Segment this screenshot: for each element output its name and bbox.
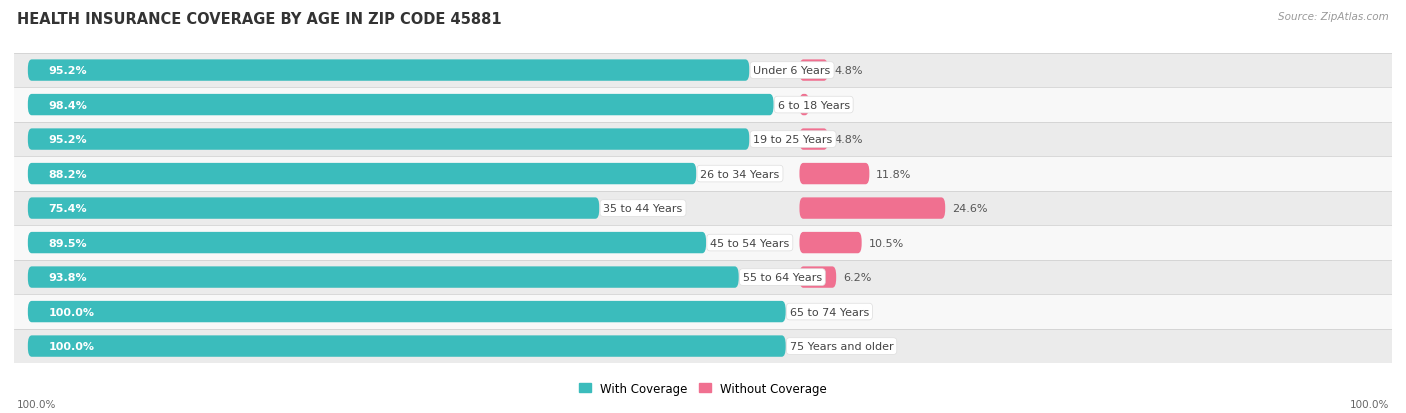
FancyBboxPatch shape xyxy=(28,301,786,323)
FancyBboxPatch shape xyxy=(800,232,862,254)
Text: 55 to 64 Years: 55 to 64 Years xyxy=(742,273,823,282)
Bar xyxy=(14,191,1392,226)
Bar xyxy=(14,260,1392,294)
Bar xyxy=(14,157,1392,191)
Text: Under 6 Years: Under 6 Years xyxy=(754,66,831,76)
Text: 6.2%: 6.2% xyxy=(844,273,872,282)
FancyBboxPatch shape xyxy=(28,129,749,150)
FancyBboxPatch shape xyxy=(800,95,808,116)
FancyBboxPatch shape xyxy=(28,335,786,357)
Text: 100.0%: 100.0% xyxy=(48,341,94,351)
Bar xyxy=(14,226,1392,260)
Text: 100.0%: 100.0% xyxy=(1350,399,1389,409)
FancyBboxPatch shape xyxy=(800,198,945,219)
Text: 26 to 34 Years: 26 to 34 Years xyxy=(700,169,780,179)
Text: 19 to 25 Years: 19 to 25 Years xyxy=(754,135,832,145)
FancyBboxPatch shape xyxy=(800,164,869,185)
Text: 89.5%: 89.5% xyxy=(48,238,87,248)
Bar xyxy=(14,294,1392,329)
FancyBboxPatch shape xyxy=(800,129,828,150)
Text: 75.4%: 75.4% xyxy=(48,204,87,214)
Bar xyxy=(14,123,1392,157)
FancyBboxPatch shape xyxy=(800,60,828,82)
Text: 95.2%: 95.2% xyxy=(48,135,87,145)
FancyBboxPatch shape xyxy=(28,164,696,185)
Bar xyxy=(14,88,1392,123)
Text: 10.5%: 10.5% xyxy=(869,238,904,248)
FancyBboxPatch shape xyxy=(28,60,749,82)
FancyBboxPatch shape xyxy=(28,198,599,219)
FancyBboxPatch shape xyxy=(800,267,837,288)
FancyBboxPatch shape xyxy=(28,95,773,116)
Text: 24.6%: 24.6% xyxy=(952,204,987,214)
Text: 98.4%: 98.4% xyxy=(48,100,87,110)
FancyBboxPatch shape xyxy=(28,267,738,288)
Text: 65 to 74 Years: 65 to 74 Years xyxy=(790,307,869,317)
Text: 6 to 18 Years: 6 to 18 Years xyxy=(778,100,849,110)
Text: 93.8%: 93.8% xyxy=(48,273,87,282)
Text: 100.0%: 100.0% xyxy=(17,399,56,409)
Text: Source: ZipAtlas.com: Source: ZipAtlas.com xyxy=(1278,12,1389,22)
Text: 75 Years and older: 75 Years and older xyxy=(790,341,893,351)
Text: 88.2%: 88.2% xyxy=(48,169,87,179)
Text: 11.8%: 11.8% xyxy=(876,169,911,179)
Bar xyxy=(14,329,1392,363)
Text: 1.6%: 1.6% xyxy=(815,100,844,110)
Text: 4.8%: 4.8% xyxy=(835,135,863,145)
Text: 4.8%: 4.8% xyxy=(835,66,863,76)
Text: 100.0%: 100.0% xyxy=(48,307,94,317)
Legend: With Coverage, Without Coverage: With Coverage, Without Coverage xyxy=(579,382,827,395)
FancyBboxPatch shape xyxy=(28,232,706,254)
Text: 35 to 44 Years: 35 to 44 Years xyxy=(603,204,683,214)
Text: 45 to 54 Years: 45 to 54 Years xyxy=(710,238,790,248)
Text: HEALTH INSURANCE COVERAGE BY AGE IN ZIP CODE 45881: HEALTH INSURANCE COVERAGE BY AGE IN ZIP … xyxy=(17,12,502,27)
Text: 0.0%: 0.0% xyxy=(807,307,835,317)
Text: 95.2%: 95.2% xyxy=(48,66,87,76)
Text: 0.0%: 0.0% xyxy=(807,341,835,351)
Bar xyxy=(14,54,1392,88)
